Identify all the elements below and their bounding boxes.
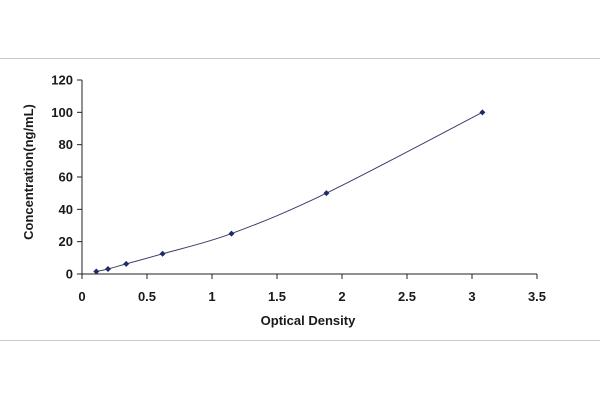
y-tick-label: 120 <box>51 73 73 88</box>
data-point <box>105 265 111 272</box>
fit-curve <box>96 111 483 272</box>
x-tick-label: 3.5 <box>528 289 546 304</box>
frame-bottom-border <box>0 340 600 341</box>
axes <box>81 80 537 275</box>
fit-curve-layer <box>96 111 483 272</box>
y-tick-label: 20 <box>59 234 73 249</box>
y-axis-title: Concentration(ng/mL) <box>21 104 36 240</box>
y-tick-label: 0 <box>66 267 73 282</box>
x-axis-ticks: 0 0.5 1 1.5 2 2.5 3 3.5 <box>78 274 546 304</box>
x-tick-label: 1.5 <box>268 289 286 304</box>
data-point <box>159 250 166 257</box>
y-tick-label: 40 <box>59 202 73 217</box>
x-axis-title: Optical Density <box>261 313 356 328</box>
x-tick-label: 2 <box>338 289 345 304</box>
frame-top-border <box>0 58 600 59</box>
data-point <box>323 190 330 197</box>
x-tick-label: 1 <box>208 289 215 304</box>
data-point <box>123 260 130 267</box>
data-point <box>479 109 486 116</box>
x-tick-label: 0.5 <box>138 289 156 304</box>
data-point <box>93 268 100 275</box>
x-tick-label: 2.5 <box>398 289 416 304</box>
y-axis-ticks: 0 20 40 60 80 100 120 <box>51 73 82 282</box>
y-tick-label: 100 <box>51 105 73 120</box>
y-tick-label: 80 <box>59 137 73 152</box>
x-tick-label: 0 <box>78 289 85 304</box>
y-tick-label: 60 <box>59 170 73 185</box>
x-tick-label: 3 <box>468 289 475 304</box>
data-point <box>228 230 235 237</box>
data-points-layer <box>93 109 486 275</box>
